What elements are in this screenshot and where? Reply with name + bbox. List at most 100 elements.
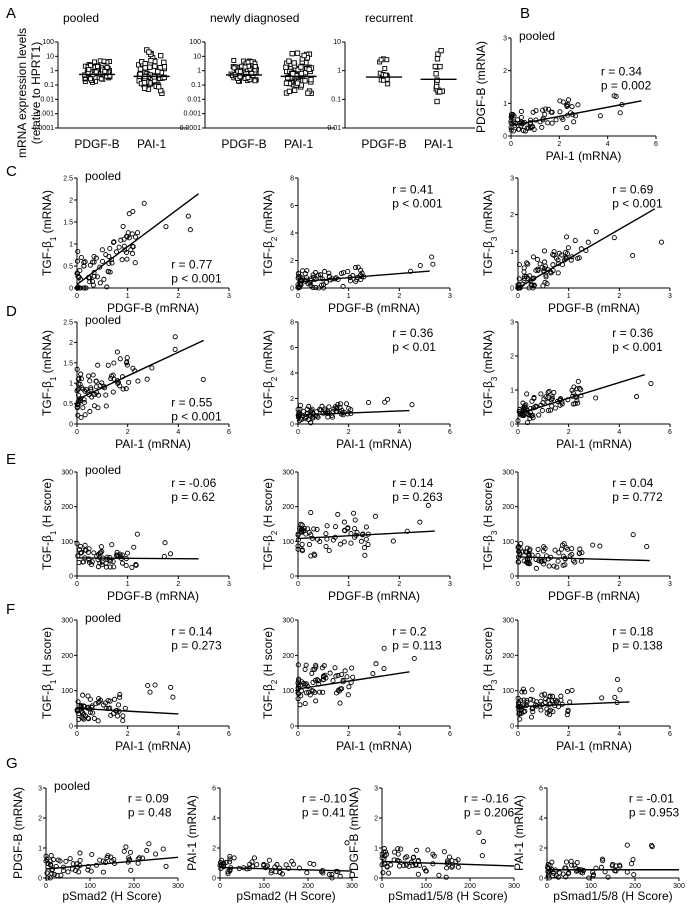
data-point bbox=[117, 356, 123, 362]
x-tick-label: 2 bbox=[347, 429, 351, 436]
data-point bbox=[358, 538, 364, 544]
data-point bbox=[303, 416, 309, 422]
p-value: p < 0.001 bbox=[171, 409, 222, 423]
data-point bbox=[533, 108, 539, 114]
p-value: p < 0.001 bbox=[612, 340, 663, 354]
p-value: p < 0.001 bbox=[612, 197, 663, 211]
data-point bbox=[337, 686, 343, 692]
data-point bbox=[94, 274, 100, 280]
data-point bbox=[78, 371, 84, 377]
panel-a-group: pooled 0.0001 0.001 0.01 0.1 1 10 100 PDGF-B PAI-… bbox=[33, 11, 188, 151]
y-tick-label: 300 bbox=[61, 470, 73, 477]
data-point bbox=[101, 276, 107, 282]
data-point bbox=[539, 692, 545, 698]
data-point bbox=[330, 678, 336, 684]
data-point bbox=[527, 278, 533, 284]
data-point bbox=[518, 541, 524, 547]
data-point bbox=[237, 68, 243, 74]
data-point bbox=[577, 546, 583, 552]
data-point bbox=[98, 76, 104, 82]
data-point bbox=[524, 125, 530, 131]
x-tick-label: 0 bbox=[516, 429, 520, 436]
x-axis-label: pSmad2 (H Score) bbox=[62, 889, 161, 903]
data-point bbox=[352, 526, 358, 532]
data-point bbox=[132, 260, 138, 266]
data-point bbox=[133, 562, 139, 568]
correlation-r: r = -0.10 bbox=[302, 792, 347, 806]
y-tick-label: 0 bbox=[69, 286, 73, 293]
data-point bbox=[648, 380, 654, 387]
data-point bbox=[58, 872, 64, 878]
data-point bbox=[137, 66, 144, 72]
data-point bbox=[373, 661, 379, 667]
data-point bbox=[65, 869, 71, 875]
data-point bbox=[127, 849, 133, 855]
data-point bbox=[545, 865, 551, 871]
y-axis-label: TGF-β1 (H score) bbox=[40, 627, 58, 719]
data-point bbox=[347, 278, 354, 284]
x-tick-label: 300 bbox=[673, 883, 685, 890]
data-point bbox=[524, 260, 530, 266]
data-point bbox=[354, 529, 360, 536]
data-point bbox=[91, 715, 97, 721]
data-point bbox=[311, 526, 317, 532]
data-point bbox=[326, 871, 332, 878]
correlation-r: r = -0.06 bbox=[171, 476, 216, 490]
data-point bbox=[363, 524, 369, 530]
data-point bbox=[80, 715, 86, 721]
data-point bbox=[227, 859, 233, 865]
y-axis-label: TGF-β3 (H score) bbox=[481, 478, 499, 570]
data-point bbox=[534, 256, 540, 263]
data-point bbox=[120, 223, 126, 229]
scatter-panel-f: 0 100 200 300 0 2 4 6 PAI-1 (mRNA) TGF-β2 (H scor… bbox=[261, 618, 452, 754]
data-point bbox=[329, 875, 335, 881]
data-point bbox=[122, 705, 128, 711]
data-point bbox=[100, 869, 106, 875]
data-point bbox=[342, 668, 348, 674]
data-point bbox=[315, 272, 321, 278]
data-point bbox=[529, 282, 535, 289]
data-point bbox=[634, 394, 640, 400]
y-tick-label: 200 bbox=[61, 504, 73, 511]
data-point bbox=[549, 120, 555, 126]
data-point bbox=[298, 282, 304, 288]
data-point bbox=[390, 538, 396, 544]
data-point bbox=[417, 263, 423, 269]
data-point bbox=[344, 674, 350, 680]
data-point bbox=[333, 673, 339, 679]
data-point bbox=[455, 864, 461, 870]
y-tick-label: 200 bbox=[282, 504, 294, 511]
data-point bbox=[306, 530, 312, 536]
data-point bbox=[303, 690, 309, 696]
x-tick-label: 6 bbox=[654, 141, 658, 148]
y-tick-label: 2 bbox=[510, 212, 514, 219]
y-tick-label: 0.5 bbox=[63, 264, 73, 271]
x-tick-label: 0 bbox=[75, 429, 79, 436]
data-point bbox=[81, 259, 87, 266]
panel-letter-f: F bbox=[6, 601, 15, 618]
correlation-r: r = 0.69 bbox=[612, 183, 653, 197]
data-point bbox=[542, 106, 549, 112]
data-point bbox=[575, 400, 581, 406]
data-point bbox=[97, 857, 103, 863]
data-point bbox=[231, 855, 237, 861]
data-point bbox=[616, 862, 623, 868]
data-point bbox=[516, 276, 522, 282]
data-point bbox=[546, 712, 553, 718]
regression-line bbox=[297, 530, 435, 540]
data-point bbox=[252, 78, 258, 84]
y-axis-label: TGF-β2 (H score) bbox=[261, 478, 279, 570]
y-tick-label: 1 bbox=[337, 68, 341, 75]
y-tick-label: 100 bbox=[282, 539, 294, 546]
data-point bbox=[386, 870, 392, 876]
data-point bbox=[103, 392, 109, 398]
data-point bbox=[541, 544, 547, 550]
data-point bbox=[144, 376, 150, 382]
y-axis-label: TGF-β2 (mRNA) bbox=[261, 330, 279, 416]
data-point bbox=[365, 400, 372, 406]
data-point bbox=[301, 52, 307, 59]
panel-letter-b: B bbox=[520, 5, 530, 22]
data-point bbox=[141, 85, 148, 91]
y-tick-label: 0 bbox=[510, 724, 514, 731]
data-point bbox=[126, 211, 132, 217]
